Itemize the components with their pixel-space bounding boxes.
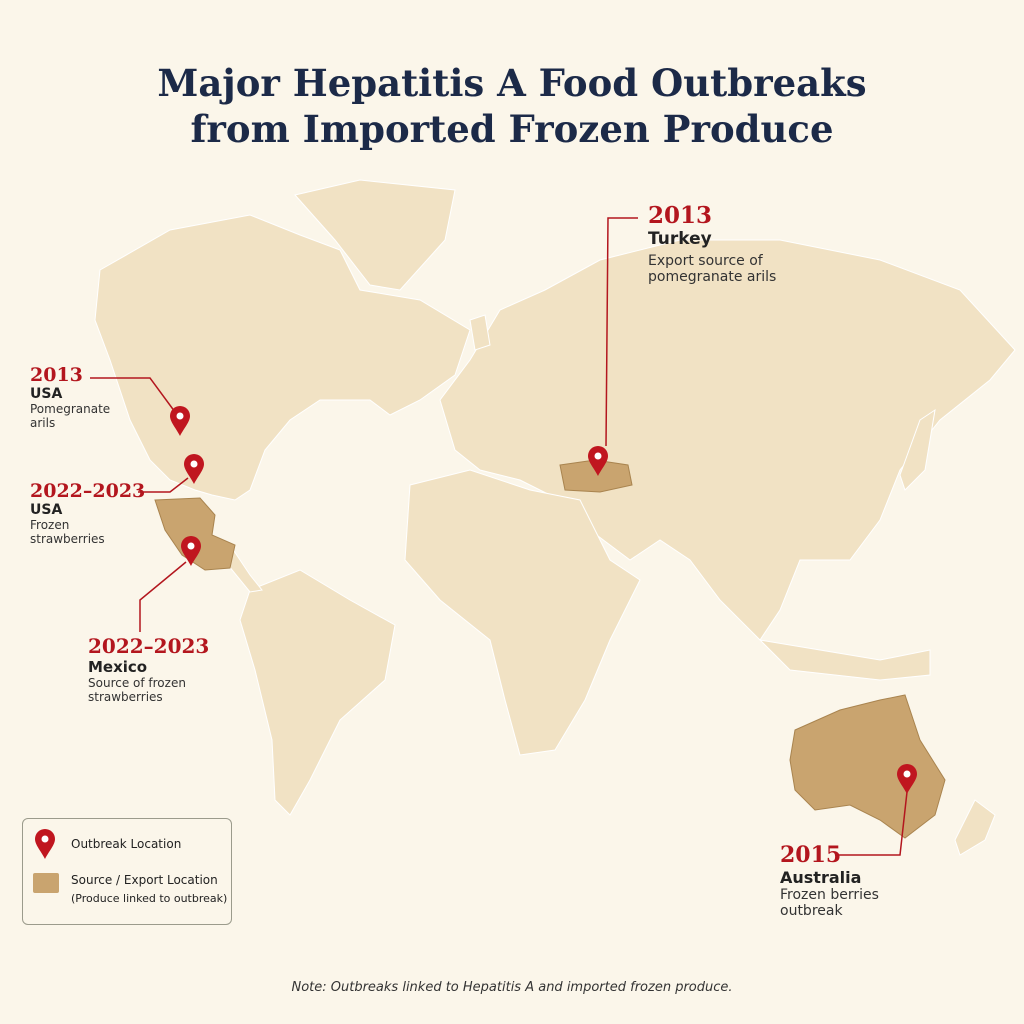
callout-year: 2013 bbox=[648, 202, 713, 229]
callout: 2015 Australia Frozen berries outbreak bbox=[780, 842, 890, 919]
legend-swatch bbox=[33, 873, 59, 893]
pin bbox=[181, 536, 201, 566]
legend-note: (Produce linked to outbreak) bbox=[71, 892, 228, 905]
callout-place: USA bbox=[30, 386, 63, 402]
leader-line bbox=[138, 477, 189, 493]
greenland bbox=[294, 179, 456, 291]
callout-year: 2022–2023 bbox=[30, 480, 146, 502]
callout-place: USA bbox=[30, 502, 63, 518]
callout-description: Source of frozen strawberries bbox=[88, 676, 186, 704]
pin bbox=[184, 454, 204, 484]
callout-place: Australia bbox=[780, 868, 862, 887]
pin bbox=[897, 764, 917, 794]
legend-label: Outbreak Location bbox=[71, 837, 182, 851]
callout: 2022–2023 Mexico Source of frozen strawb… bbox=[88, 634, 210, 704]
north-america bbox=[94, 214, 471, 501]
leader-line bbox=[90, 377, 176, 413]
leader-line bbox=[139, 561, 187, 632]
land bbox=[94, 179, 1016, 856]
callout-year: 2022–2023 bbox=[88, 634, 210, 658]
callout-place: Mexico bbox=[88, 658, 148, 676]
pin bbox=[170, 406, 190, 436]
callout: 2013 Turkey Export source of pomegranate… bbox=[648, 202, 798, 285]
japan bbox=[899, 408, 936, 491]
uk bbox=[469, 314, 491, 351]
callout: 2013 USA Pomegranate arils bbox=[30, 364, 125, 430]
africa bbox=[404, 469, 641, 756]
mexico bbox=[154, 497, 236, 571]
legend-label: Source / Export Location bbox=[71, 873, 218, 887]
callout: 2022–2023 USA Frozen strawberries bbox=[30, 480, 146, 546]
callout-description: Frozen strawberries bbox=[30, 518, 105, 546]
pin bbox=[588, 446, 608, 476]
title-line: from Imported Frozen Produce bbox=[190, 107, 834, 151]
indonesia bbox=[758, 639, 931, 681]
australia bbox=[789, 694, 946, 839]
legend: Outbreak Location Source / Export Locati… bbox=[22, 818, 232, 925]
leader-line bbox=[838, 791, 908, 856]
leader-lines bbox=[90, 217, 908, 856]
callout-description: Frozen berries outbreak bbox=[780, 887, 879, 919]
pins bbox=[170, 406, 917, 794]
legend-pin bbox=[35, 829, 55, 859]
callout-place: Turkey bbox=[648, 229, 712, 249]
callout-year: 2015 bbox=[780, 842, 842, 868]
footnote: Note: Outbreaks linked to Hepatitis A an… bbox=[291, 980, 733, 995]
new-zealand bbox=[954, 799, 996, 856]
callout-year: 2013 bbox=[30, 364, 83, 386]
title-line: Major Hepatitis A Food Outbreaks bbox=[157, 61, 867, 105]
leader-line bbox=[605, 217, 638, 447]
callout-description: Export source of pomegranate arils bbox=[648, 253, 777, 285]
callout-description: Pomegranate arils bbox=[30, 402, 111, 430]
south-america bbox=[239, 569, 396, 816]
